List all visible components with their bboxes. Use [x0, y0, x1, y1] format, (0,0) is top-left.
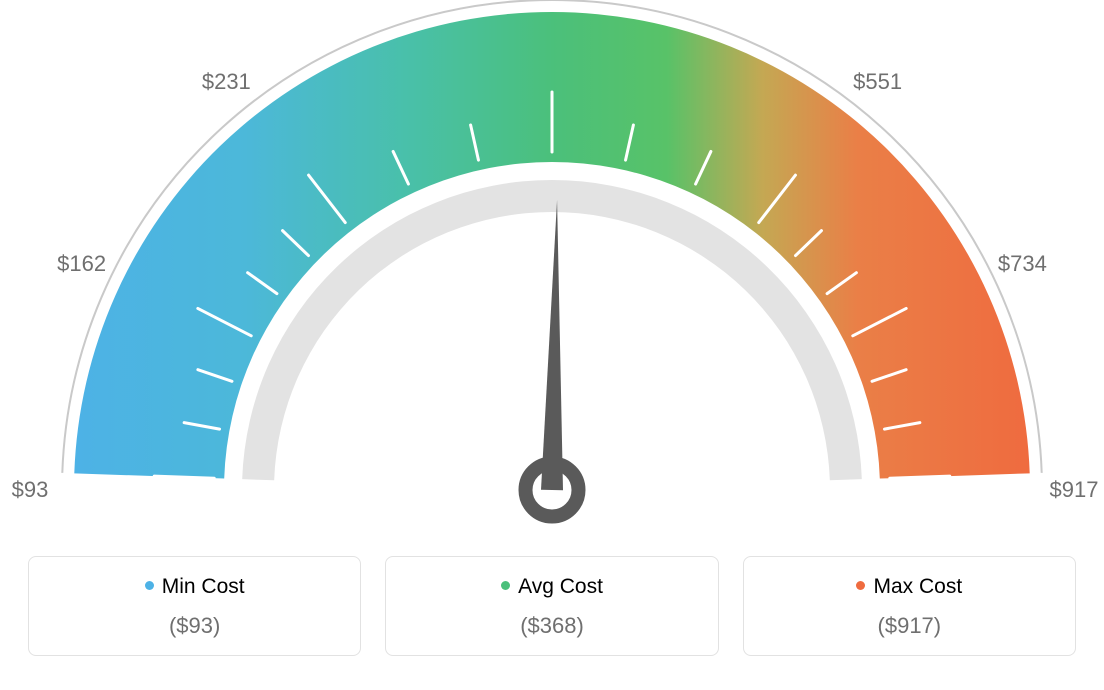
gauge-tick-label: $917	[1050, 477, 1099, 503]
gauge-svg	[0, 0, 1104, 546]
legend-box-max: Max Cost ($917)	[743, 556, 1076, 656]
legend-label-avg: Avg Cost	[518, 575, 603, 598]
gauge-tick-label: $162	[57, 251, 106, 277]
legend-value-max: ($917)	[756, 613, 1063, 639]
gauge-tick-label: $551	[853, 69, 902, 95]
gauge-area: $93$162$231$368$551$734$917	[0, 0, 1104, 546]
legend-dot-max	[856, 581, 865, 590]
legend-value-avg: ($368)	[398, 613, 705, 639]
legend-label-max: Max Cost	[873, 575, 962, 598]
legend-title-avg: Avg Cost	[398, 575, 705, 599]
gauge-tick-label: $734	[998, 251, 1047, 277]
gauge-tick-label: $231	[202, 69, 251, 95]
gauge-chart-container: $93$162$231$368$551$734$917 Min Cost ($9…	[0, 0, 1104, 690]
legend-dot-min	[145, 581, 154, 590]
legend-value-min: ($93)	[41, 613, 348, 639]
gauge-tick-label: $93	[12, 477, 49, 503]
legend-title-min: Min Cost	[41, 575, 348, 599]
legend-label-min: Min Cost	[162, 575, 245, 598]
legend-row: Min Cost ($93) Avg Cost ($368) Max Cost …	[0, 556, 1104, 656]
legend-box-min: Min Cost ($93)	[28, 556, 361, 656]
legend-box-avg: Avg Cost ($368)	[385, 556, 718, 656]
legend-title-max: Max Cost	[756, 575, 1063, 599]
legend-dot-avg	[501, 581, 510, 590]
